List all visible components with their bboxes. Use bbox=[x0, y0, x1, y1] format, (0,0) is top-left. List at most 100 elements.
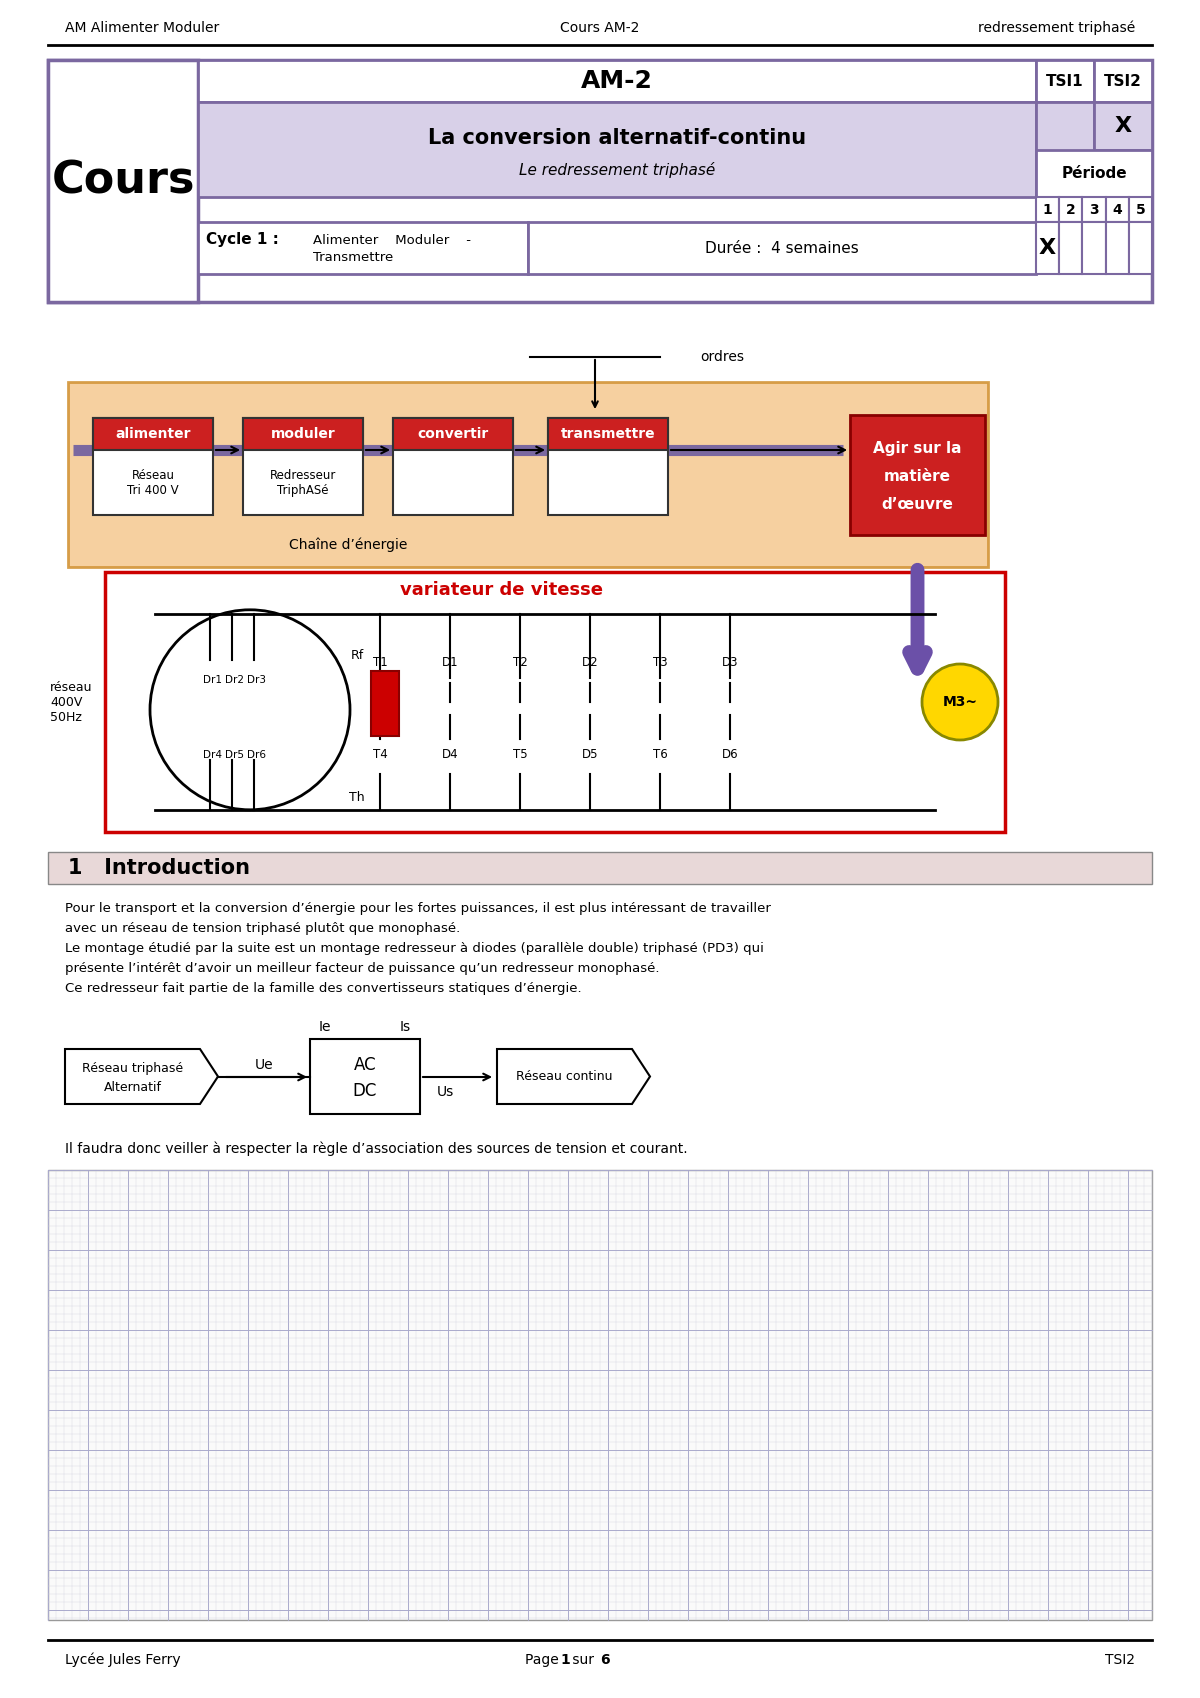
Text: Ce redresseur fait partie de la famille des convertisseurs statiques d’énergie.: Ce redresseur fait partie de la famille … bbox=[65, 981, 582, 995]
Text: DC: DC bbox=[353, 1083, 377, 1100]
Bar bbox=[850, 414, 985, 535]
Bar bbox=[528, 222, 1036, 273]
Bar bbox=[1036, 197, 1060, 222]
Text: 4: 4 bbox=[1112, 202, 1122, 217]
Text: D6: D6 bbox=[721, 747, 738, 761]
Text: Redresseur
TriphASé: Redresseur TriphASé bbox=[270, 469, 336, 496]
Text: Réseau triphasé: Réseau triphasé bbox=[82, 1061, 184, 1075]
Text: Alimenter    Moduler    -: Alimenter Moduler - bbox=[313, 234, 470, 246]
Bar bbox=[198, 102, 1036, 197]
Text: AM Alimenter Moduler: AM Alimenter Moduler bbox=[65, 20, 220, 36]
Bar bbox=[198, 222, 528, 273]
Polygon shape bbox=[65, 1049, 218, 1104]
Text: transmettre: transmettre bbox=[560, 426, 655, 441]
Bar bbox=[1094, 59, 1152, 102]
Bar bbox=[548, 418, 668, 514]
Text: variateur de vitesse: variateur de vitesse bbox=[400, 581, 602, 599]
Text: Réseau continu: Réseau continu bbox=[516, 1070, 613, 1083]
Text: 2: 2 bbox=[1066, 202, 1075, 217]
Bar bbox=[242, 418, 364, 450]
Text: TSI2: TSI2 bbox=[1104, 73, 1142, 88]
Text: Is: Is bbox=[400, 1020, 410, 1034]
Text: T5: T5 bbox=[512, 747, 527, 761]
Text: matière: matière bbox=[884, 469, 952, 484]
Polygon shape bbox=[497, 1049, 650, 1104]
Text: Rf: Rf bbox=[350, 649, 364, 662]
Text: AC: AC bbox=[354, 1056, 377, 1075]
Text: Le redressement triphasé: Le redressement triphasé bbox=[518, 163, 715, 178]
Bar bbox=[242, 418, 364, 514]
Text: réseau
400V
50Hz: réseau 400V 50Hz bbox=[50, 681, 92, 723]
Bar bbox=[1129, 222, 1152, 273]
Text: Dr6: Dr6 bbox=[246, 751, 265, 759]
Bar bbox=[394, 418, 514, 450]
Bar bbox=[106, 572, 1006, 832]
Text: X: X bbox=[1039, 238, 1056, 258]
Bar bbox=[1036, 102, 1094, 197]
Bar bbox=[310, 1039, 420, 1114]
Text: 1: 1 bbox=[560, 1652, 570, 1667]
Text: Us: Us bbox=[437, 1085, 454, 1099]
Text: X: X bbox=[1115, 115, 1132, 136]
Text: Th: Th bbox=[349, 791, 365, 803]
Text: La conversion alternatif-continu: La conversion alternatif-continu bbox=[428, 127, 806, 148]
Text: Chaîne d’énergie: Chaîne d’énergie bbox=[289, 538, 407, 552]
Text: D4: D4 bbox=[442, 747, 458, 761]
Text: 1: 1 bbox=[1043, 202, 1052, 217]
Bar bbox=[68, 382, 988, 567]
Text: Agir sur la: Agir sur la bbox=[874, 440, 961, 455]
Bar bbox=[94, 418, 214, 450]
Text: moduler: moduler bbox=[271, 426, 335, 441]
Bar bbox=[1105, 222, 1129, 273]
Text: M3~: M3~ bbox=[942, 694, 978, 710]
Text: convertir: convertir bbox=[418, 426, 488, 441]
Text: Cours: Cours bbox=[52, 160, 194, 202]
Text: avec un réseau de tension triphasé plutôt que monophasé.: avec un réseau de tension triphasé plutô… bbox=[65, 922, 461, 936]
Text: Transmettre: Transmettre bbox=[313, 251, 394, 263]
Text: alimenter: alimenter bbox=[115, 426, 191, 441]
Text: Réseau
Tri 400 V: Réseau Tri 400 V bbox=[127, 469, 179, 496]
Text: T2: T2 bbox=[512, 657, 527, 669]
Text: 5: 5 bbox=[1135, 202, 1145, 217]
Text: D5: D5 bbox=[582, 747, 599, 761]
Bar bbox=[1105, 197, 1129, 222]
Text: 1   Introduction: 1 Introduction bbox=[68, 857, 250, 878]
Bar bbox=[1082, 197, 1105, 222]
Text: Ue: Ue bbox=[254, 1058, 274, 1071]
Bar bbox=[48, 1170, 1152, 1620]
Bar bbox=[1060, 197, 1082, 222]
Text: AM-2: AM-2 bbox=[581, 70, 653, 93]
Text: redressement triphasé: redressement triphasé bbox=[978, 20, 1135, 36]
Text: Cycle 1 :: Cycle 1 : bbox=[206, 231, 278, 246]
Text: Il faudra donc veiller à respecter la règle d’association des sources de tension: Il faudra donc veiller à respecter la rè… bbox=[65, 1143, 688, 1156]
Bar bbox=[1129, 197, 1152, 222]
Bar bbox=[371, 671, 398, 735]
Text: Page: Page bbox=[526, 1652, 563, 1667]
Bar bbox=[1094, 102, 1152, 149]
Text: Dr5: Dr5 bbox=[224, 751, 244, 759]
Bar bbox=[1094, 149, 1152, 197]
Text: T6: T6 bbox=[653, 747, 667, 761]
Bar bbox=[1082, 222, 1105, 273]
Text: T3: T3 bbox=[653, 657, 667, 669]
Bar bbox=[1036, 222, 1060, 273]
Text: d’œuvre: d’œuvre bbox=[882, 498, 954, 513]
Circle shape bbox=[922, 664, 998, 740]
Text: Dr1: Dr1 bbox=[203, 674, 222, 684]
Text: TSI2: TSI2 bbox=[1105, 1652, 1135, 1667]
Text: T1: T1 bbox=[373, 657, 388, 669]
Text: TSI1: TSI1 bbox=[1046, 73, 1084, 88]
Bar bbox=[548, 418, 668, 450]
Text: Dr4: Dr4 bbox=[203, 751, 222, 759]
Bar bbox=[1036, 59, 1094, 102]
Bar bbox=[48, 852, 1152, 885]
Text: présente l’intérêt d’avoir un meilleur facteur de puissance qu’un redresseur mon: présente l’intérêt d’avoir un meilleur f… bbox=[65, 963, 660, 975]
Bar bbox=[48, 59, 198, 302]
Bar bbox=[394, 418, 514, 514]
Text: Cours AM-2: Cours AM-2 bbox=[560, 20, 640, 36]
Bar bbox=[48, 59, 1152, 302]
Text: Durée :  4 semaines: Durée : 4 semaines bbox=[706, 241, 859, 255]
Text: sur: sur bbox=[568, 1652, 599, 1667]
Text: Le montage étudié par la suite est un montage redresseur à diodes (parallèle dou: Le montage étudié par la suite est un mo… bbox=[65, 942, 764, 954]
Text: Ie: Ie bbox=[319, 1020, 331, 1034]
